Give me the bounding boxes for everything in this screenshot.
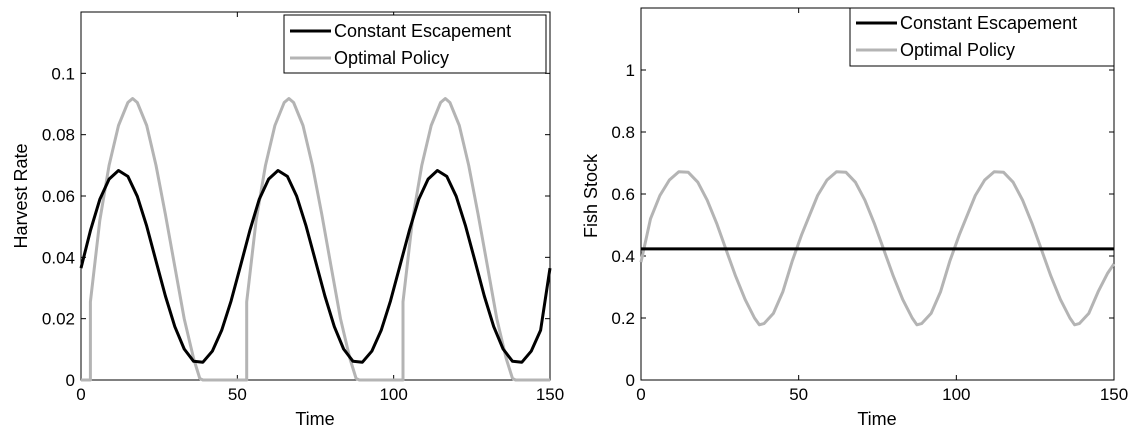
- fish-stock-x-tick-label: 50: [789, 385, 808, 404]
- fish-stock-y-tick-label: 0.6: [611, 185, 635, 204]
- fish-stock-y-tick-label: 0.2: [611, 309, 635, 328]
- fish-stock-legend-label-constant-escapement: Constant Escapement: [900, 13, 1077, 33]
- fish-stock-legend-label-optimal-policy: Optimal Policy: [900, 40, 1015, 60]
- fish-stock-legend-box: [849, 7, 1115, 67]
- harvest-x-tick-label: 150: [536, 385, 564, 404]
- harvest-y-tick-label: 0.1: [51, 64, 75, 83]
- harvest-y-tick-label: 0.08: [42, 126, 75, 145]
- fish-stock-y-tick-label: 0.4: [611, 247, 635, 266]
- harvest-y-tick-label: 0.06: [42, 187, 75, 206]
- harvest-legend-box: [283, 14, 547, 74]
- harvest-x-tick-label: 0: [76, 385, 85, 404]
- fish-stock-series: [639, 170, 1116, 327]
- harvest-x-tick-label: 50: [228, 385, 247, 404]
- fish-stock-x-tick-label: 150: [1100, 385, 1128, 404]
- harvest-y-tick-label: 0: [66, 371, 75, 390]
- fish-stock-y-tick-label: 1: [626, 61, 635, 80]
- fish-stock-y-tick-label: 0.8: [611, 123, 635, 142]
- fish-stock-x-tick-label: 0: [636, 385, 645, 404]
- fish-stock-x-axis-title: Time: [857, 409, 896, 428]
- fish-stock-plot-area: [640, 7, 1115, 381]
- harvest-x-axis-title: Time: [295, 409, 334, 428]
- harvest-legend: Constant Escapement Optimal Policy: [283, 14, 547, 74]
- harvest-y-tick-label: 0.02: [42, 310, 75, 329]
- fish-stock-x-tick-label: 100: [942, 385, 970, 404]
- harvest-rate-chart: 0 50 100 150 0 0.02 0.04 0.06 0.08 0.1 Time Harve…: [11, 11, 564, 428]
- harvest-series: [79, 97, 552, 382]
- fish-stock-y-axis-title: Fish Stock: [581, 153, 601, 238]
- harvest-legend-label-constant-escapement: Constant Escapement: [334, 21, 511, 41]
- harvest-series-optimal-policy-line: [81, 97, 550, 382]
- harvest-y-tick-label: 0.04: [42, 248, 75, 267]
- fish-stock-legend: Constant Escapement Optimal Policy: [849, 7, 1115, 67]
- harvest-legend-label-optimal-policy: Optimal Policy: [334, 48, 449, 68]
- harvest-ticks: 0 50 100 150 0 0.02 0.04 0.06 0.08 0.1: [42, 12, 564, 404]
- fish-stock-ticks: 0 50 100 150 0 0.2 0.4 0.6 0.8 1: [611, 8, 1128, 404]
- harvest-x-tick-label: 100: [379, 385, 407, 404]
- harvest-y-axis-title: Harvest Rate: [11, 143, 31, 248]
- harvest-series-constant-escapement-line: [79, 169, 552, 364]
- fish-stock-y-tick-label: 0: [626, 371, 635, 390]
